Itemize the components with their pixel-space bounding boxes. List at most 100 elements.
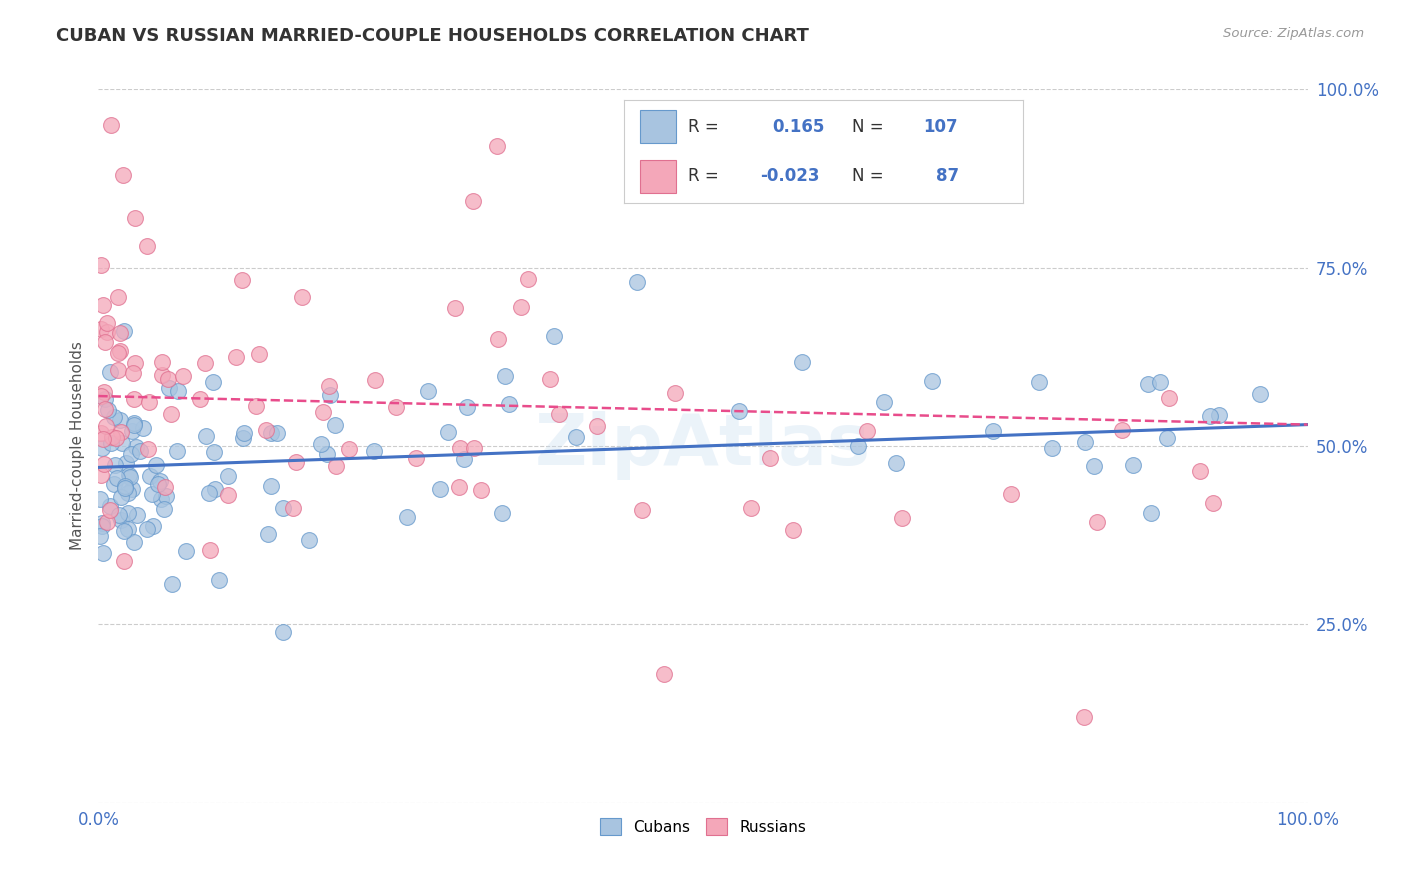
Point [510,300,533,314]
Point [121,425,143,439]
Point [495,368,517,383]
Point [337,442,360,456]
Point [449,442,471,456]
Point [112,324,135,338]
Point [155,489,177,503]
Point [138,442,160,456]
Point [139,468,162,483]
Point [543,328,565,343]
Point [125,508,148,522]
Point [429,482,451,496]
Point [856,425,879,439]
Point [122,534,145,549]
Point [93,401,115,416]
Point [981,425,1004,439]
Point [626,275,648,289]
Point [121,483,143,497]
Point [1085,516,1108,530]
Point [1073,710,1095,724]
Point [101,430,124,444]
Point [89,528,111,542]
Point [231,272,253,286]
Point [90,388,112,402]
Point [1189,464,1212,478]
Point [166,443,188,458]
Point [108,343,131,358]
Point [115,456,138,470]
Point [117,506,139,520]
Point [124,356,146,370]
Point [93,457,115,471]
Point [90,322,112,336]
Point [1249,387,1271,401]
Point [872,394,894,409]
Point [112,524,135,538]
Point [217,488,239,502]
Point [108,326,131,341]
Text: Source: ZipAtlas.com: Source: ZipAtlas.com [1223,27,1364,40]
Point [1156,431,1178,445]
Point [107,290,129,304]
Point [1159,392,1181,406]
Legend: Cubans, Russians: Cubans, Russians [593,812,813,841]
Y-axis label: Married-couple Households: Married-couple Households [69,342,84,550]
Point [1139,507,1161,521]
Point [148,477,170,491]
Point [172,369,194,384]
Point [136,522,159,536]
Point [176,543,198,558]
Point [318,378,340,392]
Point [491,507,513,521]
Point [204,445,226,459]
Point [91,516,114,530]
Point [247,347,270,361]
Point [416,384,439,399]
Point [117,522,139,536]
Point [565,430,588,444]
Point [395,510,418,524]
Point [100,435,122,450]
Point [204,482,226,496]
Point [167,384,190,399]
Point [90,442,112,456]
Point [91,547,114,561]
Point [517,272,540,286]
Point [110,435,132,450]
Point [260,479,283,493]
Point [585,419,607,434]
Point [312,405,335,419]
Point [150,368,173,383]
Point [323,418,346,433]
Point [319,388,342,402]
Point [132,421,155,435]
Point [273,501,295,516]
Point [153,480,176,494]
Point [110,490,132,504]
Point [114,479,136,493]
Point [260,426,283,441]
Point [122,416,145,430]
Point [104,431,127,445]
Text: ZipAtlas: ZipAtlas [536,411,870,481]
Point [98,365,121,379]
Point [217,469,239,483]
Point [105,471,128,485]
Point [201,375,224,389]
Point [233,426,256,441]
Point [1208,408,1230,422]
Point [254,423,277,437]
Point [486,139,509,153]
Point [891,510,914,524]
Point [117,486,139,500]
Point [257,527,280,541]
Point [124,211,146,225]
Point [740,500,762,515]
Point [118,470,141,484]
Point [846,439,869,453]
Point [444,301,467,316]
Point [157,381,180,395]
Point [405,450,427,465]
Point [245,399,267,413]
Point [110,413,132,427]
Point [108,508,131,522]
